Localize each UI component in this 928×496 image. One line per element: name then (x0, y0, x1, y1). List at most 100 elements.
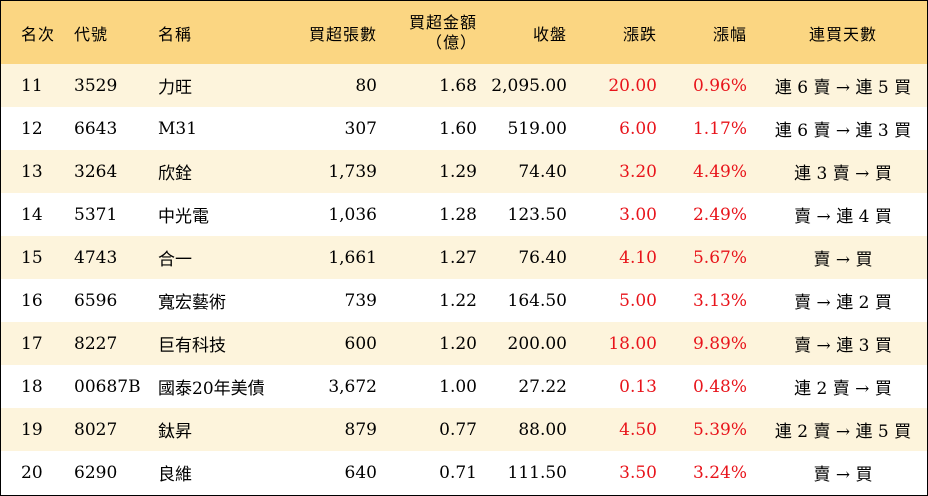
cell-close: 2,095.00 (491, 75, 567, 96)
cell-change: 5.00 (619, 290, 657, 311)
cell-code: 4743 (74, 247, 118, 268)
cell-name: 欣銓 (158, 164, 192, 184)
cell-close: 88.00 (518, 419, 567, 440)
cell-net-buy-amount: 0.77 (439, 419, 477, 440)
cell-net-buy-lots: 1,661 (328, 247, 377, 268)
cell-streak: 連 6 賣 → 連 5 買 (774, 78, 912, 98)
header-streak: 連買天數 (808, 24, 877, 44)
table-row: 18 00687B 國泰20年美債 3,672 1.00 27.22 0.13 … (1, 365, 927, 408)
cell-net-buy-amount: 1.00 (439, 376, 477, 397)
cell-net-buy-lots: 600 (344, 333, 377, 354)
header-rank: 名次 (21, 24, 56, 44)
cell-change-pct: 5.67% (692, 247, 747, 268)
cell-net-buy-amount: 1.20 (439, 333, 477, 354)
cell-change: 6.00 (619, 118, 657, 139)
cell-net-buy-lots: 80 (355, 75, 377, 96)
cell-name: 國泰20年美債 (158, 379, 265, 399)
cell-net-buy-lots: 640 (344, 462, 377, 483)
cell-net-buy-amount: 1.29 (439, 161, 477, 182)
cell-code: 8227 (74, 333, 118, 354)
cell-rank: 19 (21, 419, 43, 440)
cell-streak: 賣 → 買 (813, 250, 873, 270)
cell-net-buy-lots: 879 (344, 419, 377, 440)
cell-net-buy-amount: 1.28 (439, 204, 477, 225)
cell-net-buy-lots: 3,672 (328, 376, 377, 397)
cell-name: 鈦昇 (158, 422, 192, 442)
cell-streak: 連 6 賣 → 連 3 買 (774, 121, 912, 141)
cell-net-buy-amount: 1.68 (439, 75, 477, 96)
cell-code: 3529 (74, 75, 118, 96)
table-row: 12 6643 M31 307 1.60 519.00 6.00 1.17% 連… (1, 107, 927, 150)
table-row: 17 8227 巨有科技 600 1.20 200.00 18.00 9.89%… (1, 322, 927, 365)
header-change-pct: 漲幅 (712, 24, 747, 44)
cell-name: 良維 (158, 465, 192, 485)
cell-close: 200.00 (507, 333, 567, 354)
cell-close: 27.22 (518, 376, 567, 397)
cell-rank: 16 (21, 290, 43, 311)
cell-streak: 賣 → 買 (813, 465, 873, 485)
table-row: 13 3264 欣銓 1,739 1.29 74.40 3.20 4.49% 連… (1, 150, 927, 193)
cell-close: 76.40 (518, 247, 567, 268)
cell-close: 123.50 (507, 204, 567, 225)
header-net-buy-amount-line2: （億） (425, 32, 477, 52)
header-close: 收盤 (532, 24, 567, 44)
cell-net-buy-lots: 739 (344, 290, 377, 311)
cell-code: 5371 (74, 204, 118, 225)
cell-streak: 連 3 賣 → 買 (794, 164, 892, 184)
cell-rank: 17 (21, 333, 43, 354)
cell-code: 6643 (74, 118, 118, 139)
table-row: 19 8027 鈦昇 879 0.77 88.00 4.50 5.39% 連 2… (1, 408, 927, 451)
cell-net-buy-amount: 1.27 (439, 247, 477, 268)
cell-close: 74.40 (518, 161, 567, 182)
cell-name: 中光電 (158, 207, 209, 227)
cell-change: 3.00 (619, 204, 657, 225)
cell-name: 力旺 (158, 78, 192, 98)
cell-change: 18.00 (608, 333, 657, 354)
cell-net-buy-lots: 307 (344, 118, 377, 139)
table-row: 14 5371 中光電 1,036 1.28 123.50 3.00 2.49%… (1, 193, 927, 236)
cell-net-buy-amount: 1.22 (439, 290, 477, 311)
cell-change-pct: 2.49% (692, 204, 747, 225)
cell-change-pct: 1.17% (692, 118, 747, 139)
cell-change-pct: 3.13% (692, 290, 747, 311)
cell-change-pct: 0.48% (692, 376, 747, 397)
cell-streak: 賣 → 連 3 買 (794, 336, 892, 356)
cell-rank: 14 (21, 204, 43, 225)
header-net-buy-amount-line1: 買超金額 (408, 12, 477, 32)
cell-name: 巨有科技 (158, 336, 226, 356)
table-row: 11 3529 力旺 80 1.68 2,095.00 20.00 0.96% … (1, 64, 927, 107)
cell-net-buy-amount: 1.60 (439, 118, 477, 139)
cell-rank: 18 (21, 376, 43, 397)
cell-change: 20.00 (608, 75, 657, 96)
cell-name: M31 (158, 118, 198, 139)
cell-change: 3.20 (619, 161, 657, 182)
cell-name: 寬宏藝術 (158, 293, 226, 313)
header-name: 名稱 (158, 24, 193, 44)
table-row: 20 6290 良維 640 0.71 111.50 3.50 3.24% 賣 … (1, 451, 927, 494)
header-code: 代號 (74, 24, 109, 44)
cell-rank: 12 (21, 118, 43, 139)
cell-change: 4.50 (619, 419, 657, 440)
cell-change: 0.13 (619, 376, 657, 397)
cell-change-pct: 0.96% (692, 75, 747, 96)
cell-net-buy-lots: 1,739 (328, 161, 377, 182)
cell-change: 3.50 (619, 462, 657, 483)
cell-close: 111.50 (507, 462, 567, 483)
table-header-row: 名次 代號 名稱 買超張數 買超金額 （億） 收盤 漲跌 漲幅 連買天數 (1, 1, 927, 64)
cell-name: 合一 (158, 250, 192, 270)
table-row: 15 4743 合一 1,661 1.27 76.40 4.10 5.67% 賣… (1, 236, 927, 279)
cell-change: 4.10 (619, 247, 657, 268)
cell-rank: 11 (21, 75, 43, 96)
cell-code: 6596 (74, 290, 118, 311)
cell-change-pct: 3.24% (692, 462, 747, 483)
cell-code: 00687B (74, 376, 141, 397)
cell-change-pct: 4.49% (692, 161, 747, 182)
header-change: 漲跌 (622, 24, 657, 44)
cell-net-buy-lots: 1,036 (328, 204, 377, 225)
cell-change-pct: 9.89% (692, 333, 747, 354)
cell-close: 164.50 (507, 290, 567, 311)
header-net-buy-amount: 買超金額 （億） (377, 13, 477, 53)
cell-rank: 20 (21, 462, 43, 483)
cell-close: 519.00 (507, 118, 567, 139)
